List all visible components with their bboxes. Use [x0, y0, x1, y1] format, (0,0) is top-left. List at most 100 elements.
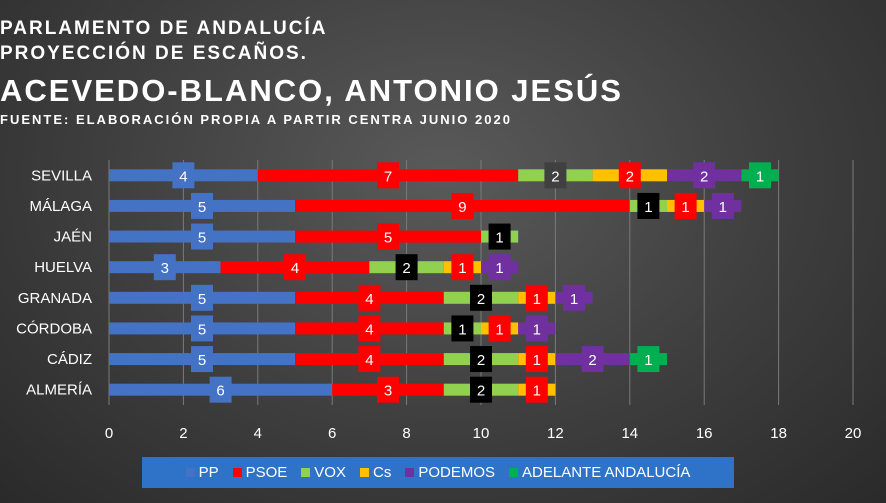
legend-label: PODEMOS [418, 464, 496, 481]
data-label: 4 [179, 168, 187, 185]
chart-legend: PP PSOE VOX Cs PODEMOS ADELANTE ANDALUCÍA [142, 457, 734, 488]
data-label-box [488, 254, 511, 281]
data-label-box [637, 192, 660, 219]
data-label-box [377, 223, 399, 250]
data-label-box [284, 254, 306, 281]
x-tick-label: 10 [473, 425, 490, 442]
data-label-box [191, 315, 213, 342]
data-label-box [749, 162, 771, 189]
data-label-box [172, 162, 195, 189]
category-label: JAÉN [54, 229, 92, 246]
legend-label: PP [198, 464, 219, 481]
data-label: 1 [533, 321, 541, 338]
legend-swatch [509, 468, 519, 477]
data-label: 2 [588, 352, 596, 369]
data-label-box [470, 284, 492, 311]
legend-swatch [185, 468, 195, 477]
x-tick-label: 4 [254, 425, 262, 442]
legend-swatch [405, 468, 415, 477]
category-label: ALMERÍA [26, 382, 92, 399]
data-label: 4 [291, 260, 299, 277]
data-label-box [451, 192, 474, 219]
data-label: 1 [719, 199, 727, 216]
data-label-box [451, 254, 474, 281]
data-label: 4 [365, 352, 373, 369]
data-label-box [544, 162, 567, 189]
data-label: 5 [198, 321, 206, 338]
data-label: 5 [198, 352, 206, 369]
data-label: 1 [458, 260, 466, 277]
category-label: MÁLAGA [29, 198, 92, 215]
x-tick-label: 0 [105, 425, 113, 442]
data-label-box [191, 192, 213, 219]
data-label: 1 [458, 321, 466, 338]
data-label-box [358, 284, 381, 311]
category-label: HUELVA [34, 259, 92, 276]
data-label-box [470, 376, 492, 403]
data-label-box [563, 284, 585, 311]
data-label: 2 [700, 168, 708, 185]
data-label: 2 [551, 168, 559, 185]
chart-subtitle-source: FUENTE: ELABORACIÓN PROPIA A PARTIR CENT… [0, 112, 512, 127]
data-label: 1 [681, 199, 689, 216]
data-label-box [191, 346, 213, 373]
data-label-box [711, 192, 734, 219]
data-label: 2 [626, 168, 634, 185]
data-label-box [358, 315, 381, 342]
data-label-box [470, 346, 492, 373]
data-label: 1 [533, 291, 541, 308]
x-tick-label: 6 [328, 425, 336, 442]
data-label-box [209, 376, 232, 403]
legend-item: VOX [301, 464, 346, 481]
data-label: 1 [495, 230, 503, 247]
data-label: 1 [570, 291, 578, 308]
data-label: 1 [644, 199, 652, 216]
data-label-box [191, 223, 213, 250]
data-label: 3 [384, 383, 392, 400]
data-label: 2 [477, 291, 485, 308]
legend-item: ADELANTE ANDALUCÍA [509, 464, 690, 481]
data-label: 2 [402, 260, 410, 277]
data-label-box [153, 254, 176, 281]
x-tick-label: 8 [402, 425, 410, 442]
data-label: 2 [477, 352, 485, 369]
chart-title-main: ACEVEDO-BLANCO, ANTONIO JESÚS [0, 73, 623, 108]
data-label: 7 [384, 168, 392, 185]
data-label: 5 [384, 230, 392, 247]
data-label: 5 [198, 230, 206, 247]
data-label-box [488, 223, 511, 250]
data-label: 5 [198, 199, 206, 216]
legend-swatch [359, 468, 369, 477]
legend-label: ADELANTE ANDALUCÍA [522, 464, 691, 481]
legend-item: PODEMOS [405, 464, 495, 481]
legend-swatch [232, 468, 242, 477]
data-label: 1 [495, 321, 503, 338]
data-label-box [525, 284, 548, 311]
data-label-box [525, 315, 548, 342]
data-label: 4 [365, 291, 373, 308]
data-label-box [693, 162, 716, 189]
x-tick-label: 16 [696, 425, 713, 442]
chart-title-line-1: PARLAMENTO DE ANDALUCÍA [0, 18, 328, 39]
data-label: 3 [161, 260, 169, 277]
data-label: 9 [458, 199, 466, 216]
data-label-box [637, 346, 660, 373]
category-label: CÁDIZ [47, 351, 92, 368]
data-label-box [451, 315, 474, 342]
data-label: 1 [644, 352, 652, 369]
x-tick-label: 12 [547, 425, 564, 442]
data-label: 1 [533, 383, 541, 400]
data-label-box [377, 376, 399, 403]
data-label-box [395, 254, 418, 281]
data-label: 1 [756, 168, 764, 185]
data-label: 6 [216, 383, 224, 400]
x-tick-label: 20 [845, 425, 862, 442]
data-label-box [488, 315, 511, 342]
data-label-box [191, 284, 213, 311]
x-tick-label: 2 [179, 425, 187, 442]
data-label-box [581, 346, 604, 373]
category-label: SEVILLA [31, 167, 92, 184]
x-tick-label: 14 [621, 425, 638, 442]
legend-item: PSOE [232, 464, 287, 481]
